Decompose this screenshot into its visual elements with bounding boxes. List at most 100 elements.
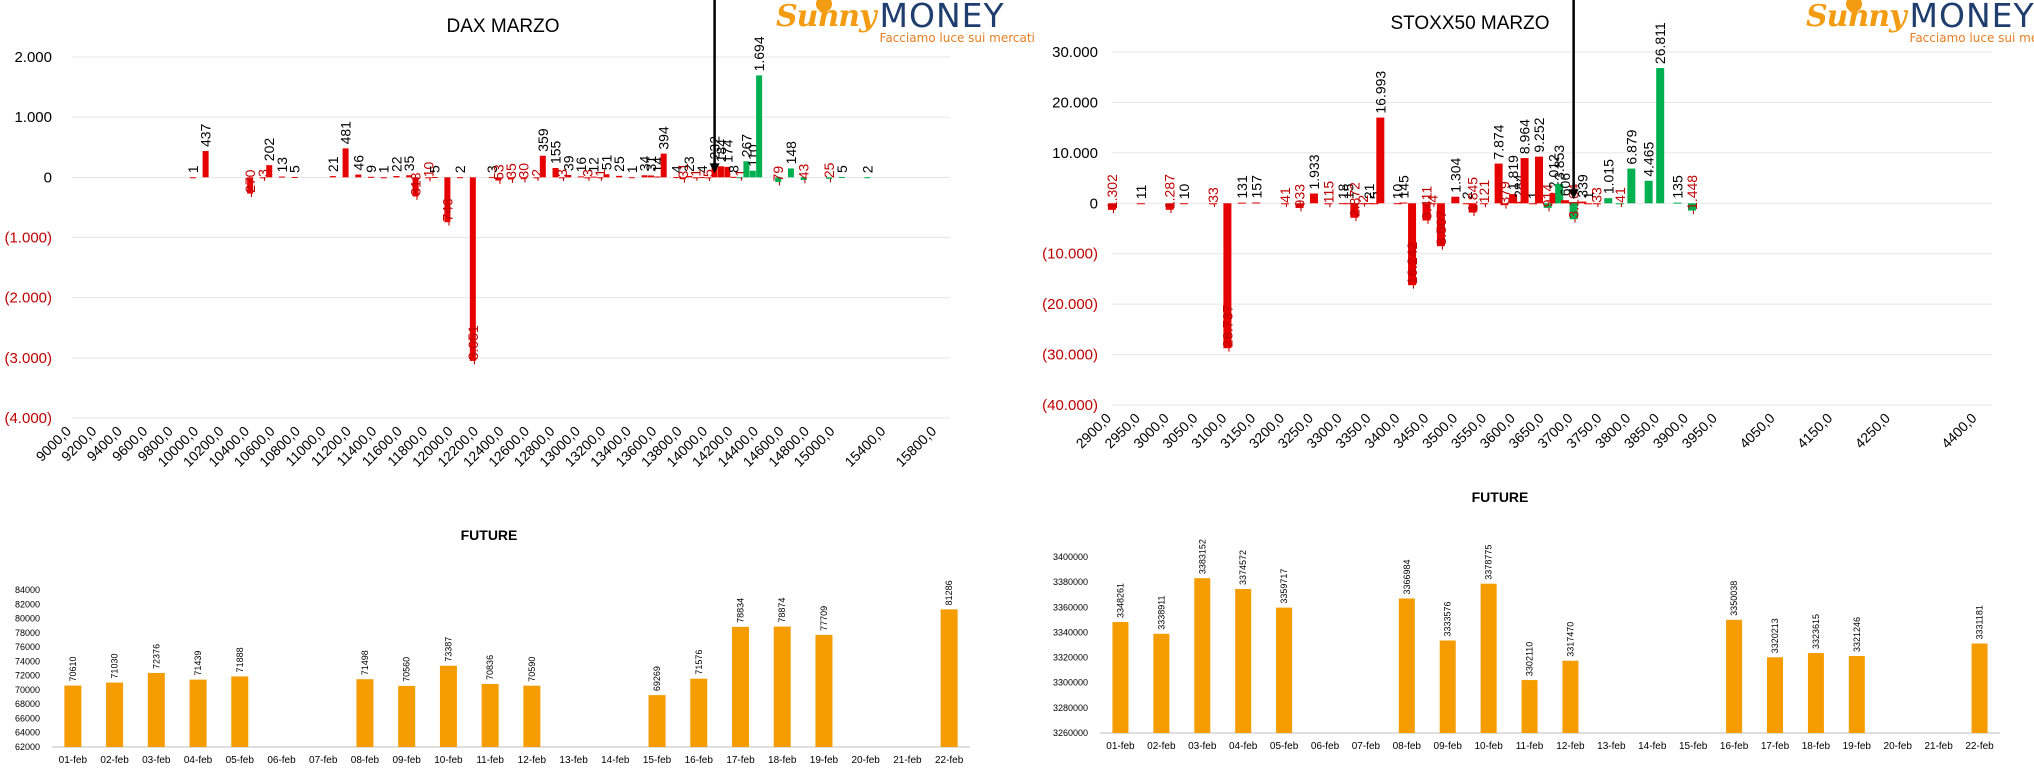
data-label: -121 [1476, 180, 1492, 208]
data-label: -43 [796, 163, 812, 183]
data-label: 3 [484, 165, 500, 173]
y-tick-label: 84000 [15, 585, 40, 595]
bar [692, 177, 699, 179]
bar [864, 177, 871, 179]
data-label: 3374572 [1238, 550, 1248, 585]
y-tick-label: 78000 [15, 628, 40, 638]
data-label: 10 [1176, 183, 1192, 199]
bar [1136, 203, 1145, 205]
bar [1562, 660, 1579, 733]
data-label: 46 [350, 155, 366, 171]
chart-title: FUTURE [1472, 489, 1529, 505]
y-tick-label: 3260000 [1053, 728, 1088, 738]
data-label: 3338911 [1156, 595, 1166, 629]
data-label: 3321246 [1852, 617, 1862, 652]
bar [705, 177, 712, 179]
x-tick-label: 03-feb [142, 755, 171, 766]
bar [1673, 202, 1682, 204]
bar [1235, 588, 1252, 733]
bar [597, 177, 604, 179]
bar [457, 177, 464, 179]
data-label: -33 [1205, 187, 1221, 207]
data-label: 3383152 [1197, 539, 1207, 574]
data-label: 3366984 [1402, 559, 1412, 594]
data-label: -3.411 [1418, 186, 1434, 225]
data-label: 4 [694, 165, 710, 173]
y-tick-label: 3320000 [1053, 653, 1088, 663]
bar [660, 153, 667, 178]
x-tick-label: 06-feb [1311, 741, 1340, 752]
x-tick-label: 4150,0 [1794, 410, 1836, 452]
bar [1509, 194, 1518, 204]
data-label: 11 [1133, 184, 1149, 199]
data-label: -1.287 [1162, 174, 1178, 214]
data-label: -10 [420, 161, 436, 181]
data-label: -1.448 [1684, 175, 1700, 215]
y-tick-label: 66000 [15, 713, 40, 723]
data-label: 71030 [110, 654, 120, 679]
bar [1521, 680, 1538, 733]
data-label: 13 [274, 157, 290, 173]
bar [1543, 203, 1552, 208]
y-tick-label: 62000 [15, 742, 40, 752]
x-tick-label: 09-feb [393, 755, 422, 766]
data-label: -25 [821, 162, 837, 182]
data-label: 5 [1367, 191, 1383, 199]
data-label: -3 [554, 169, 570, 182]
bar [425, 177, 432, 179]
x-tick-label: 14-feb [1638, 741, 1667, 752]
data-label: 2 [1459, 191, 1475, 199]
data-label: 3350038 [1729, 581, 1739, 616]
data-label: 70590 [527, 657, 537, 682]
x-tick-label: 20-feb [1884, 741, 1913, 752]
bar [393, 176, 400, 178]
bar [1165, 203, 1174, 210]
bar [565, 174, 572, 178]
stoxx50-future-chart: FUTURE 3400000 3380000 3360000 3340000 332000… [1053, 489, 2000, 752]
bar [1500, 203, 1509, 206]
data-label: 3302110 [1525, 642, 1535, 676]
data-label: -30 [516, 163, 532, 183]
x-tick-label: 01-feb [59, 755, 88, 766]
bar [1237, 202, 1246, 204]
logo-sunny-money-right: Sunny MONEY Facciamo luce sui mercati [1806, 0, 2034, 48]
logo-money-text: MONEY [879, 0, 1005, 35]
bar [584, 177, 591, 179]
data-label: -933 [1292, 184, 1308, 212]
bar [1350, 203, 1359, 218]
logo-tagline: Facciamo luce sui mercati [879, 31, 1035, 45]
y-tick-label: 74000 [15, 656, 40, 666]
y-tick-label: 82000 [15, 599, 40, 609]
bar [1439, 640, 1456, 733]
bar [1428, 203, 1437, 205]
bar [1309, 193, 1318, 204]
y-tick-label: 72000 [15, 671, 40, 681]
data-label: 71576 [694, 650, 704, 675]
x-tick-label: 09-feb [1434, 741, 1463, 752]
data-label: 606 [1557, 173, 1573, 197]
data-label: 21 [1361, 183, 1377, 199]
bar [1656, 68, 1665, 204]
y-tick-label: 3400000 [1053, 552, 1088, 562]
data-label: 69269 [652, 666, 662, 691]
y-tick-label: 2.000 [14, 49, 52, 66]
data-label: 1.015 [1600, 159, 1616, 194]
bar [1324, 203, 1333, 205]
y-tick-label: 3280000 [1053, 703, 1088, 713]
data-label: 6.879 [1623, 129, 1639, 164]
x-tick-label: 05-feb [226, 755, 255, 766]
y-tick-label: (10.000) [1042, 246, 1098, 263]
x-tick-label: 16-feb [1720, 741, 1749, 752]
data-label: 3331181 [1975, 605, 1985, 639]
logo-sunny-money-left: Sunny MONEY Facciamo luce sui mercati [776, 0, 1035, 48]
bar [1112, 622, 1129, 733]
x-tick-label: 11-feb [476, 755, 504, 766]
data-label: 21 [325, 156, 341, 172]
data-label: 25 [611, 156, 627, 172]
y-tick-label: (40.000) [1042, 397, 1098, 414]
data-label: 70560 [402, 657, 412, 682]
x-tick-label: 10-feb [1474, 741, 1503, 752]
x-tick-label: 08-feb [351, 755, 380, 766]
x-tick-label: 04-feb [184, 755, 213, 766]
bar [1364, 203, 1373, 205]
